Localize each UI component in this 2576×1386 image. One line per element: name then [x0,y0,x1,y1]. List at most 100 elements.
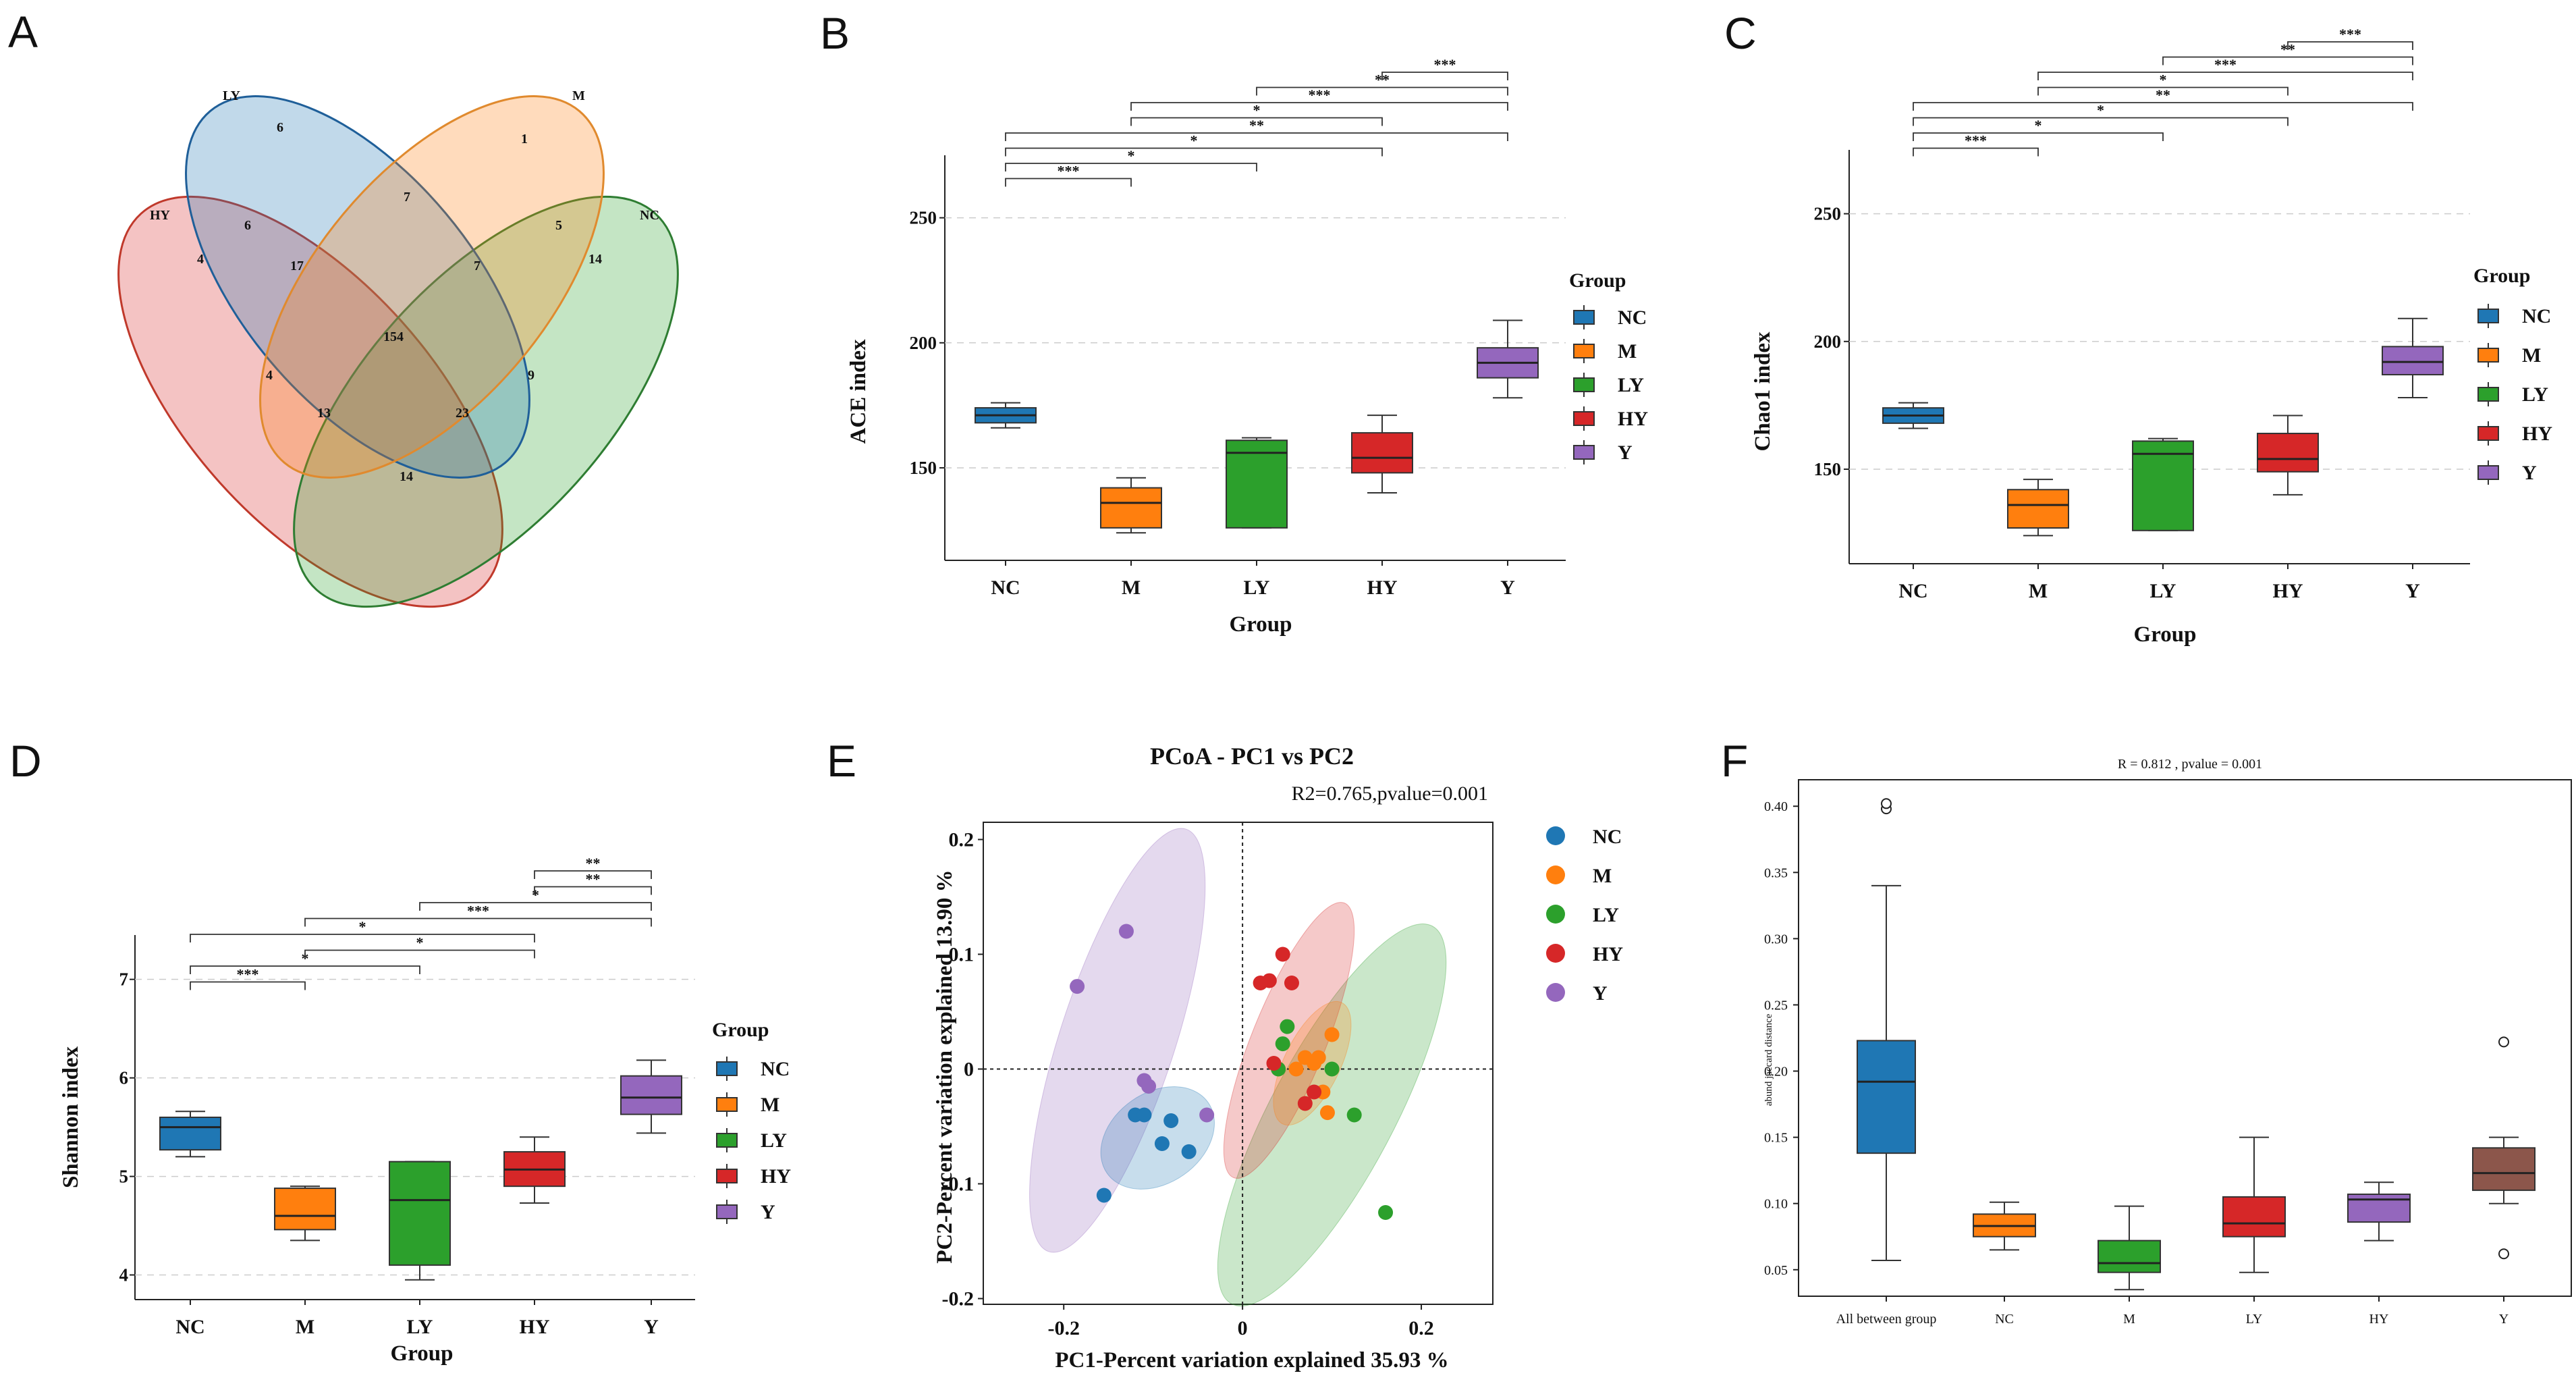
legend-key-nc [716,1061,738,1076]
legend-label: HY [2522,423,2552,445]
venn-ellipse-nc [293,195,679,608]
y-axis-title: Chao1 index [1751,331,1775,451]
box-m [2007,489,2069,529]
box-m [1100,487,1162,529]
venn-label-m: M [572,88,585,103]
venn-region: 4 [197,252,204,267]
box-ly [1226,439,1288,529]
significance-label: * [2160,72,2167,88]
x-tick-label: Y [2499,1312,2509,1327]
legend-title: Group [712,1019,769,1041]
point-y [1070,979,1085,994]
y-tick-label: 250 [1814,204,1842,224]
box [1857,1040,1916,1154]
y-tick-label: 150 [910,458,937,478]
significance-bracket [534,870,652,879]
y-tick-label: 200 [910,333,937,353]
point-hy [1266,1056,1282,1071]
legend-label: Y [2522,462,2537,484]
legend-key-nc [2477,309,2499,323]
significance-bracket [2162,56,2413,65]
significance-label: * [1253,102,1261,119]
point-nc [1154,1136,1170,1151]
legend: NC M LY HY Y [716,1057,791,1224]
legend-label: LY [761,1129,787,1152]
x-tick-label: LY [2150,580,2176,602]
legend-label: LY [1618,374,1644,396]
venn-region: 23 [456,406,469,421]
chart-subtitle: R2=0.765,pvalue=0.001 [1292,782,1488,805]
legend-label: NC [1618,306,1647,329]
legend-label: M [761,1094,779,1116]
legend-key-hy [1573,411,1595,426]
x-tick-label: 0 [1238,1317,1248,1339]
venn-label-nc: NC [640,208,659,223]
x-tick-label: LY [2246,1312,2263,1327]
x-tick-label: LY [1244,577,1270,599]
chart-title: R = 0.812 , pvalue = 0.001 [2118,757,2262,772]
legend-label: NC [1593,826,1622,848]
significance-bracket [1005,163,1257,171]
point-m [1307,1056,1322,1071]
venn-region: 14 [400,469,413,484]
box-y [2382,346,2444,375]
significance-label: *** [2214,56,2237,73]
significance-label: * [359,918,366,935]
significance-bracket [1005,132,1508,141]
panel-label-d: D [9,736,42,786]
y-tick-label: 6 [119,1068,129,1088]
point-ly [1346,1107,1362,1123]
significance-label: * [1190,132,1198,149]
point-hy [1253,976,1268,990]
box-y [620,1075,682,1115]
x-tick-label: LY [407,1316,433,1338]
y-tick-label: 0.15 [1764,1131,1788,1146]
y-tick-label: 0.2 [949,829,975,851]
legend-key-ly [1573,377,1595,392]
y-axis-title: ACE index [846,339,871,444]
significance-bracket [1913,117,2289,126]
point-ly [1280,1019,1295,1034]
y-tick-label: 0 [964,1059,974,1081]
point-y [1141,1079,1157,1094]
legend-key-y [1573,445,1595,460]
x-tick-label: HY [1367,577,1398,599]
panel-label-c: C [1724,8,1757,58]
x-tick-label: M [296,1316,314,1338]
venn-region: 6 [277,120,283,135]
legend-label: M [1618,340,1637,363]
box [2098,1240,2161,1273]
venn-label-hy: HY [150,208,171,223]
panel-label-e: E [827,736,856,786]
legend-label: HY [1618,408,1648,430]
venn-region: 5 [555,218,562,233]
chao1-boxplot: Chao1 index Group Group NC M LY HY Y 150 200 2… [1751,26,2552,647]
significance-label: ** [586,871,601,888]
significance-bracket [419,902,652,911]
legend-key-m [1573,344,1595,358]
y-tick-label: 0.40 [1764,799,1788,814]
significance-label: ** [1249,117,1264,134]
x-tick-label: M [2029,580,2048,602]
legend-title: Group [2473,265,2530,287]
significance-bracket [1130,102,1508,111]
venn-region: 7 [404,190,410,205]
box-ly [2132,440,2194,531]
jaccard-boxplot: R = 0.812 , pvalue = 0.001 abund jaccard… [1763,757,2572,1327]
plot-frame [983,822,1493,1305]
significance-bracket [1913,102,2413,111]
significance-bracket [1256,86,1508,96]
box [2222,1196,2286,1237]
point-hy [1297,1096,1313,1111]
significance-bracket [190,934,535,942]
x-tick-label: 0.2 [1408,1317,1434,1339]
point-m [1324,1027,1340,1042]
venn-ellipse-m [259,95,605,479]
x-tick-label: All between group [1836,1312,1937,1327]
legend-key-hy [1546,944,1565,963]
venn-ellipse-ly [185,95,530,479]
venn-region: 14 [588,252,602,267]
significance-bracket [190,981,306,990]
y-tick-label: -0.1 [942,1173,975,1196]
